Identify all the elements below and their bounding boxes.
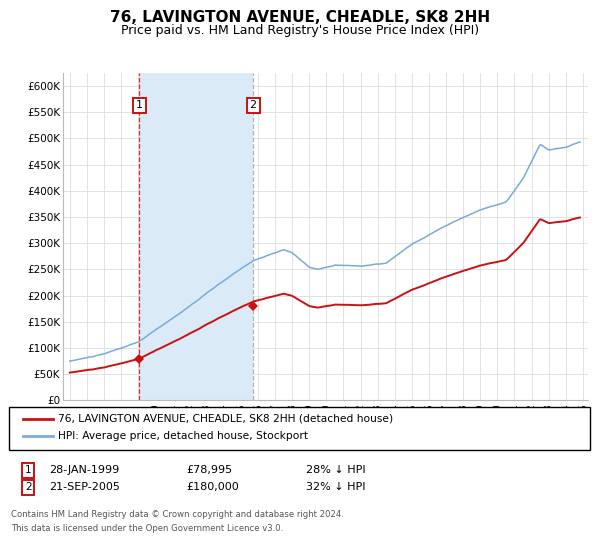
Text: £78,995: £78,995 [186,465,232,475]
Text: 2: 2 [25,482,32,492]
Text: 28-JAN-1999: 28-JAN-1999 [49,465,119,475]
Text: 1: 1 [25,465,32,475]
Text: Contains HM Land Registry data © Crown copyright and database right 2024.: Contains HM Land Registry data © Crown c… [11,510,344,519]
Text: 76, LAVINGTON AVENUE, CHEADLE, SK8 2HH (detached house): 76, LAVINGTON AVENUE, CHEADLE, SK8 2HH (… [58,414,393,424]
Bar [139,73,253,400]
Text: £180,000: £180,000 [186,482,239,492]
Text: This data is licensed under the Open Government Licence v3.0.: This data is licensed under the Open Gov… [11,524,283,533]
Text: 21-SEP-2005: 21-SEP-2005 [49,482,120,492]
Text: HPI: Average price, detached house, Stockport: HPI: Average price, detached house, Stoc… [58,431,308,441]
Text: 32% ↓ HPI: 32% ↓ HPI [306,482,365,492]
Text: 76, LAVINGTON AVENUE, CHEADLE, SK8 2HH: 76, LAVINGTON AVENUE, CHEADLE, SK8 2HH [110,10,490,25]
Text: 1: 1 [136,100,143,110]
Text: 2: 2 [250,100,257,110]
Text: Price paid vs. HM Land Registry's House Price Index (HPI): Price paid vs. HM Land Registry's House … [121,24,479,36]
Text: 28% ↓ HPI: 28% ↓ HPI [306,465,365,475]
